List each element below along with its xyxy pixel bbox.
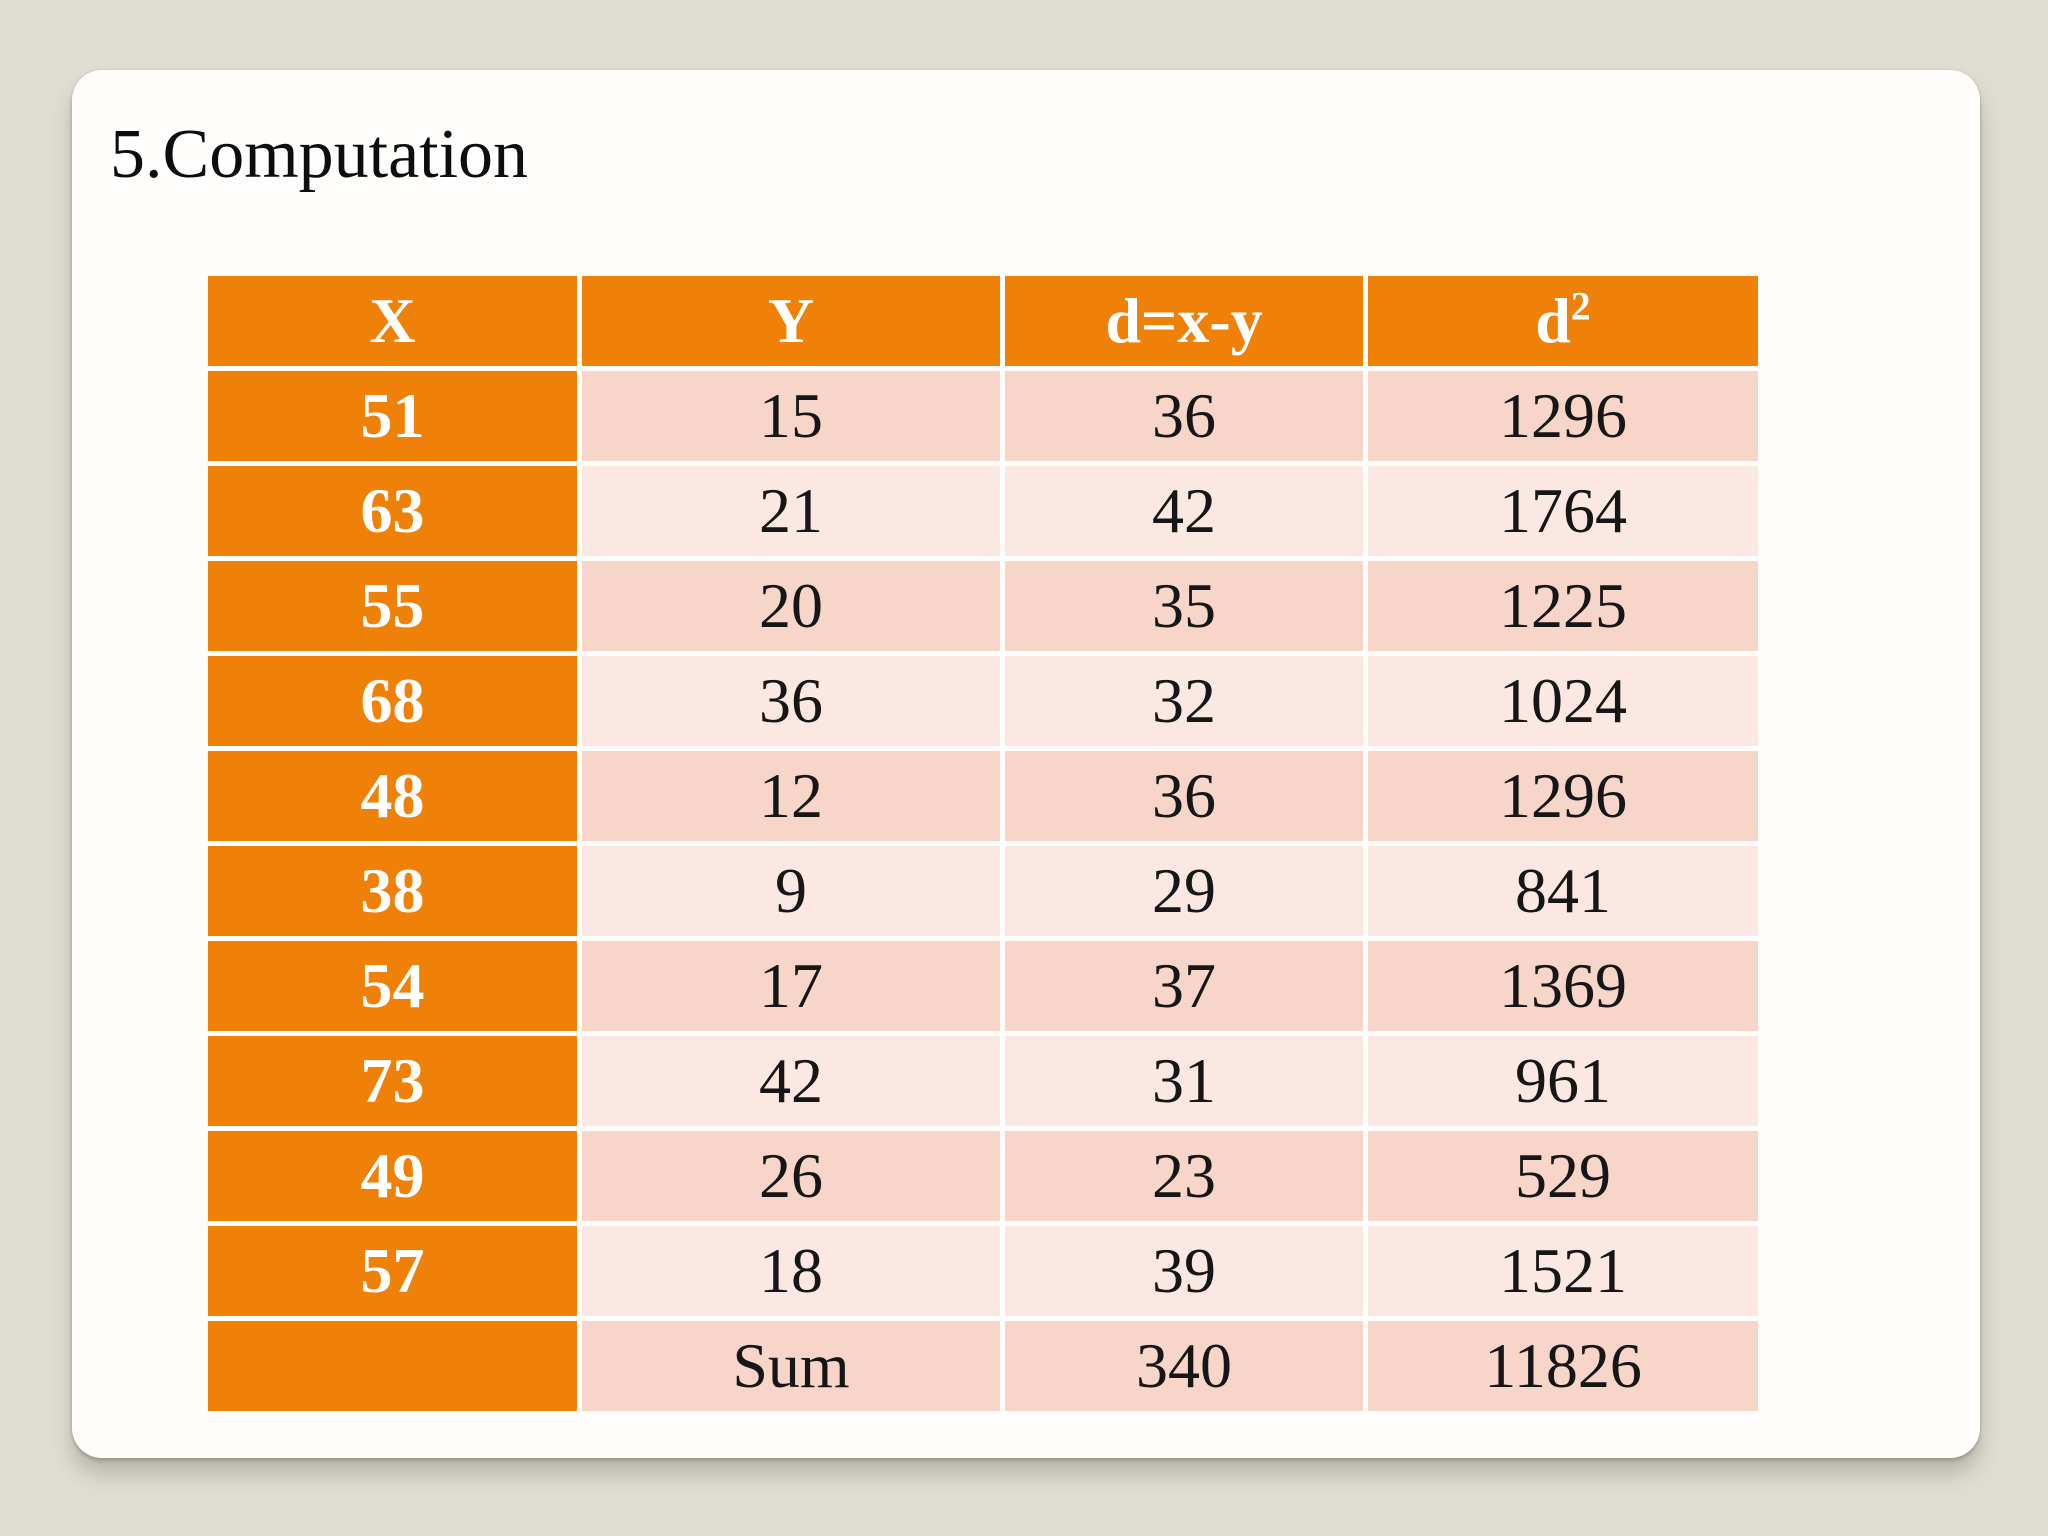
d2-cell: 1024 <box>1368 656 1758 746</box>
d-squared-base: d <box>1535 285 1571 356</box>
table-row: 55 20 35 1225 <box>208 561 1758 651</box>
d2-cell: 961 <box>1368 1036 1758 1126</box>
sum-row: Sum 340 11826 <box>208 1321 1758 1411</box>
table-row: 49 26 23 529 <box>208 1131 1758 1221</box>
slide-card: 5.Computation X Y d=x-y d2 51 15 <box>72 70 1980 1458</box>
sum-x-cell <box>208 1321 577 1411</box>
d-squared-exponent: 2 <box>1570 284 1591 329</box>
d-cell: 35 <box>1005 561 1363 651</box>
header-cell-y: Y <box>582 276 1000 366</box>
x-cell: 63 <box>208 466 577 556</box>
y-cell: 18 <box>582 1226 1000 1316</box>
d-cell: 36 <box>1005 751 1363 841</box>
sum-d2-cell: 11826 <box>1368 1321 1758 1411</box>
d2-cell: 1369 <box>1368 941 1758 1031</box>
x-cell: 55 <box>208 561 577 651</box>
d2-cell: 1225 <box>1368 561 1758 651</box>
table-row: 51 15 36 1296 <box>208 371 1758 461</box>
d2-cell: 1296 <box>1368 371 1758 461</box>
table-row: 57 18 39 1521 <box>208 1226 1758 1316</box>
header-cell-d: d=x-y <box>1005 276 1363 366</box>
x-cell: 48 <box>208 751 577 841</box>
d-cell: 42 <box>1005 466 1363 556</box>
d-cell: 37 <box>1005 941 1363 1031</box>
x-cell: 68 <box>208 656 577 746</box>
y-cell: 36 <box>582 656 1000 746</box>
table-row: 54 17 37 1369 <box>208 941 1758 1031</box>
d2-cell: 529 <box>1368 1131 1758 1221</box>
x-cell: 49 <box>208 1131 577 1221</box>
d2-cell: 1764 <box>1368 466 1758 556</box>
y-cell: 42 <box>582 1036 1000 1126</box>
y-cell: 26 <box>582 1131 1000 1221</box>
d-cell: 29 <box>1005 846 1363 936</box>
d-cell: 32 <box>1005 656 1363 746</box>
d-cell: 39 <box>1005 1226 1363 1316</box>
header-row: X Y d=x-y d2 <box>208 276 1758 366</box>
d-cell: 36 <box>1005 371 1363 461</box>
header-cell-d-squared: d2 <box>1368 276 1758 366</box>
x-cell: 57 <box>208 1226 577 1316</box>
sum-d-cell: 340 <box>1005 1321 1363 1411</box>
table-row: 68 36 32 1024 <box>208 656 1758 746</box>
table-body: 51 15 36 1296 63 21 42 1764 55 20 35 122… <box>208 371 1758 1411</box>
y-cell: 12 <box>582 751 1000 841</box>
header-cell-x: X <box>208 276 577 366</box>
sum-label-cell: Sum <box>582 1321 1000 1411</box>
x-cell: 54 <box>208 941 577 1031</box>
table-row: 63 21 42 1764 <box>208 466 1758 556</box>
d2-cell: 1296 <box>1368 751 1758 841</box>
x-cell: 38 <box>208 846 577 936</box>
x-cell: 51 <box>208 371 577 461</box>
y-cell: 9 <box>582 846 1000 936</box>
computation-table: X Y d=x-y d2 51 15 36 1296 63 21 <box>203 271 1763 1416</box>
slide-title: 5.Computation <box>110 116 529 193</box>
d-cell: 23 <box>1005 1131 1363 1221</box>
y-cell: 15 <box>582 371 1000 461</box>
table-row: 38 9 29 841 <box>208 846 1758 936</box>
d2-cell: 1521 <box>1368 1226 1758 1316</box>
table-row: 48 12 36 1296 <box>208 751 1758 841</box>
y-cell: 20 <box>582 561 1000 651</box>
table-header: X Y d=x-y d2 <box>208 276 1758 366</box>
x-cell: 73 <box>208 1036 577 1126</box>
y-cell: 17 <box>582 941 1000 1031</box>
table-row: 73 42 31 961 <box>208 1036 1758 1126</box>
d-cell: 31 <box>1005 1036 1363 1126</box>
y-cell: 21 <box>582 466 1000 556</box>
d2-cell: 841 <box>1368 846 1758 936</box>
